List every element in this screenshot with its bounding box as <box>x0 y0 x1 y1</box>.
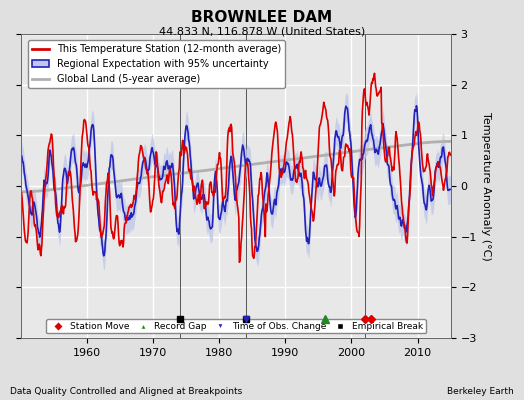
Text: BROWNLEE DAM: BROWNLEE DAM <box>191 10 333 25</box>
Legend: Station Move, Record Gap, Time of Obs. Change, Empirical Break: Station Move, Record Gap, Time of Obs. C… <box>46 319 425 334</box>
Text: Berkeley Earth: Berkeley Earth <box>447 387 514 396</box>
Y-axis label: Temperature Anomaly (°C): Temperature Anomaly (°C) <box>481 112 491 260</box>
Text: 44.833 N, 116.878 W (United States): 44.833 N, 116.878 W (United States) <box>159 26 365 36</box>
Text: Data Quality Controlled and Aligned at Breakpoints: Data Quality Controlled and Aligned at B… <box>10 387 243 396</box>
